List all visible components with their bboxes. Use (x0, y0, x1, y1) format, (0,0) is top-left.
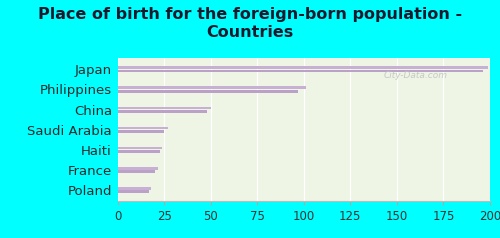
Bar (118, 147, 162, 149)
Bar (118, 130, 164, 133)
Bar (118, 170, 155, 173)
Bar (118, 66, 488, 69)
Bar (118, 110, 207, 113)
Bar (118, 187, 151, 190)
Text: City-Data.com: City-Data.com (384, 71, 448, 80)
Bar (118, 127, 168, 129)
Bar (118, 70, 482, 72)
Bar (118, 90, 298, 93)
Bar (118, 167, 158, 169)
Bar (118, 107, 210, 109)
Text: Place of birth for the foreign-born population -
Countries: Place of birth for the foreign-born popu… (38, 7, 462, 40)
Bar (118, 190, 149, 193)
Bar (118, 86, 306, 89)
Bar (118, 150, 160, 153)
